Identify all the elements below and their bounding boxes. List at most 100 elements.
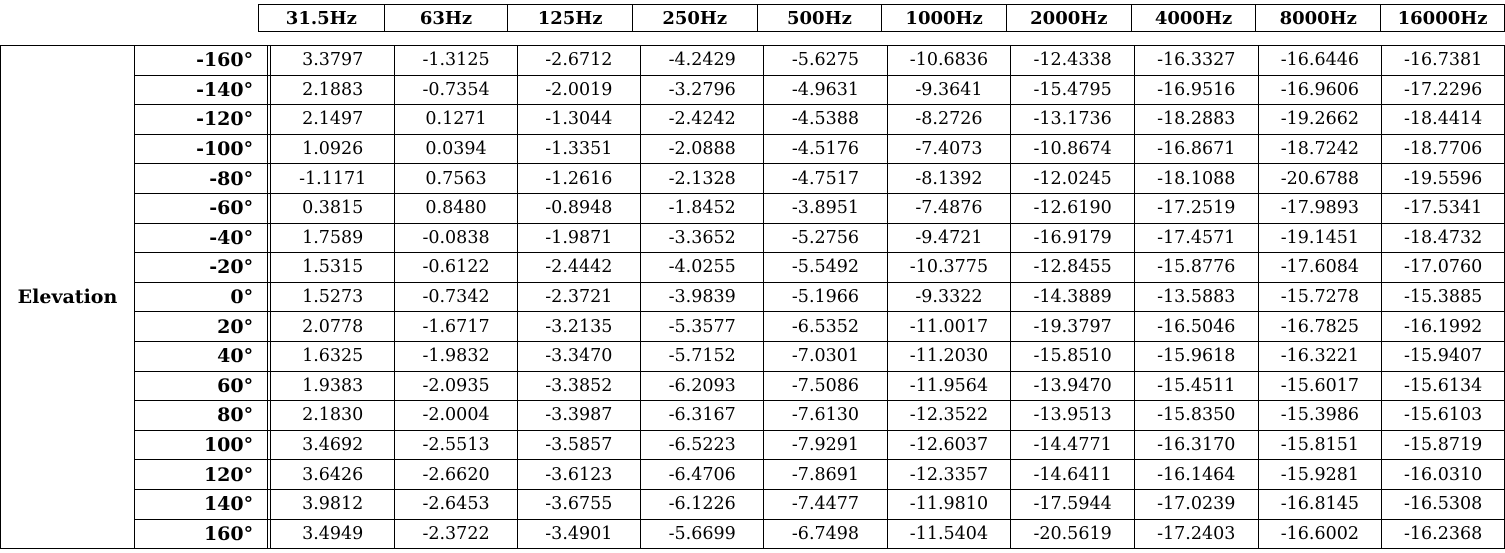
value-cell: -17.9893 bbox=[1258, 192, 1383, 224]
value-cell: -16.5308 bbox=[1381, 488, 1505, 520]
header-cell: 500Hz bbox=[756, 4, 883, 32]
value-cell: -19.3797 bbox=[1010, 311, 1135, 342]
value-cell: 0.1271 bbox=[394, 104, 518, 135]
value-cell: -1.3044 bbox=[517, 104, 642, 135]
value-cell: -15.9618 bbox=[1134, 340, 1259, 372]
value-cell: -7.4876 bbox=[887, 192, 1012, 224]
value-cell: -0.7342 bbox=[394, 281, 518, 313]
row-label: 40° bbox=[134, 340, 269, 372]
value-cell: -17.0760 bbox=[1381, 252, 1505, 283]
value-cell: -18.1088 bbox=[1134, 163, 1259, 194]
value-cell: 2.1883 bbox=[270, 74, 396, 106]
value-cell: -16.0310 bbox=[1381, 459, 1505, 490]
value-cell: -1.9832 bbox=[394, 340, 518, 372]
value-cell: -15.3885 bbox=[1381, 281, 1505, 313]
value-cell: -16.2368 bbox=[1381, 518, 1505, 550]
value-cell: -4.5388 bbox=[763, 104, 888, 135]
value-cell: 0.7563 bbox=[394, 163, 518, 194]
value-cell: -10.6836 bbox=[887, 45, 1012, 76]
value-cell: -4.7517 bbox=[763, 163, 888, 194]
value-cell: 0.0394 bbox=[394, 133, 518, 165]
value-cell: -20.5619 bbox=[1010, 518, 1135, 550]
value-cell: -16.8145 bbox=[1258, 488, 1383, 520]
value-cell: -1.3125 bbox=[394, 45, 518, 76]
value-cell: -18.2883 bbox=[1134, 104, 1259, 135]
value-cell: 3.4949 bbox=[270, 518, 396, 550]
table-row: -140° 2.1883 -0.7354 -2.0019 -3.2796 -4.9631-… bbox=[1, 74, 1505, 106]
value-cell: -5.3577 bbox=[640, 311, 765, 342]
row-label: -100° bbox=[134, 133, 269, 165]
header-row: 31.5Hz 63Hz 125Hz 250Hz 500Hz 1000Hz 2000Hz 400… bbox=[258, 4, 1505, 32]
value-cell: -3.3852 bbox=[517, 370, 642, 402]
value-cell: -16.6002 bbox=[1258, 518, 1383, 550]
row-label: -40° bbox=[134, 222, 269, 254]
value-cell: -6.1226 bbox=[640, 488, 765, 520]
value-cell: -15.9407 bbox=[1381, 340, 1505, 372]
table-row: -40° 1.7589 -0.0838 -1.9871 -3.3652 -5.2756 -9… bbox=[1, 222, 1505, 254]
frequency-header: 31.5Hz 63Hz 125Hz 250Hz 500Hz 1000Hz 2000Hz 400… bbox=[258, 4, 1505, 32]
value-cell: 3.9812 bbox=[270, 488, 396, 520]
double-rule bbox=[267, 518, 272, 550]
header-cell: 125Hz bbox=[507, 4, 633, 32]
table-row: -80° -1.1171 0.7563 -1.2616 -2.1328 -4.7517 -8… bbox=[1, 163, 1505, 194]
value-cell: 3.4692 bbox=[270, 429, 396, 461]
value-cell: -6.4706 bbox=[640, 459, 765, 490]
value-cell: -19.1451 bbox=[1258, 222, 1383, 254]
value-cell: -3.8951 bbox=[763, 192, 888, 224]
value-cell: -10.3775 bbox=[887, 252, 1012, 283]
value-cell: -15.8350 bbox=[1134, 400, 1259, 431]
table-row: 60° 1.9383 -2.0935 -3.3852 -6.2093 -7.5086 -11… bbox=[1, 370, 1505, 402]
value-cell: -19.5596 bbox=[1381, 163, 1505, 194]
table-row: -120° 2.1497 0.1271 -1.3044 -2.4242 -4.5388 -8… bbox=[1, 104, 1505, 135]
value-cell: -1.3351 bbox=[517, 133, 642, 165]
row-label: 20° bbox=[134, 311, 269, 342]
value-cell: -0.7354 bbox=[394, 74, 518, 106]
value-cell: -6.7498 bbox=[763, 518, 888, 550]
value-cell: -15.6017 bbox=[1258, 370, 1383, 402]
value-cell: -15.6103 bbox=[1381, 400, 1505, 431]
group-label: Elevation bbox=[0, 44, 135, 550]
value-cell: -16.3170 bbox=[1134, 429, 1259, 461]
value-cell: -12.8455 bbox=[1010, 252, 1135, 283]
table-row: -20° 1.5315 -0.6122 -2.4442 -4.0255 -5.5492 -1… bbox=[1, 252, 1505, 283]
value-cell: -16.1464 bbox=[1134, 459, 1259, 490]
value-cell: -7.8691 bbox=[763, 459, 888, 490]
value-cell: -16.3221 bbox=[1258, 340, 1383, 372]
value-cell: -3.6123 bbox=[517, 459, 642, 490]
value-cell: -3.2135 bbox=[517, 311, 642, 342]
value-cell: -12.6037 bbox=[887, 429, 1012, 461]
value-cell: -7.0301 bbox=[763, 340, 888, 372]
row-label: -140° bbox=[134, 74, 269, 106]
value-cell: -16.9606 bbox=[1258, 74, 1383, 106]
row-label: 140° bbox=[134, 488, 269, 520]
value-cell: -4.9631 bbox=[763, 74, 888, 106]
value-cell: -12.3522 bbox=[887, 400, 1012, 431]
value-cell: -12.6190 bbox=[1010, 192, 1135, 224]
value-cell: -16.9179 bbox=[1010, 222, 1135, 254]
header-cell: 1000Hz bbox=[881, 4, 1007, 32]
row-label: 100° bbox=[134, 429, 269, 461]
value-cell: -13.9513 bbox=[1010, 400, 1135, 431]
value-cell: -2.6453 bbox=[394, 488, 518, 520]
row-label: -120° bbox=[134, 104, 269, 135]
value-cell: -14.4771 bbox=[1010, 429, 1135, 461]
value-cell: -12.0245 bbox=[1010, 163, 1135, 194]
header-cell: 2000Hz bbox=[1005, 4, 1132, 32]
value-cell: -13.5883 bbox=[1134, 281, 1259, 313]
value-cell: -1.2616 bbox=[517, 163, 642, 194]
value-cell: -13.1736 bbox=[1010, 104, 1135, 135]
value-cell: -4.0255 bbox=[640, 252, 765, 283]
row-label: 160° bbox=[134, 518, 269, 550]
value-cell: -20.6788 bbox=[1258, 163, 1383, 194]
table-row: 40° 1.6325 -1.9832 -3.3470 -5.7152 -7.0301 -11… bbox=[1, 340, 1505, 372]
value-cell: -4.5176 bbox=[763, 133, 888, 165]
value-cell: -15.8510 bbox=[1010, 340, 1135, 372]
value-cell: -3.5857 bbox=[517, 429, 642, 461]
value-cell: -18.7242 bbox=[1258, 133, 1383, 165]
value-cell: -3.6755 bbox=[517, 488, 642, 520]
value-cell: 1.9383 bbox=[270, 370, 396, 402]
value-cell: -3.3987 bbox=[517, 400, 642, 431]
value-cell: -0.0838 bbox=[394, 222, 518, 254]
value-cell: -16.7825 bbox=[1258, 311, 1383, 342]
value-cell: -16.5046 bbox=[1134, 311, 1259, 342]
